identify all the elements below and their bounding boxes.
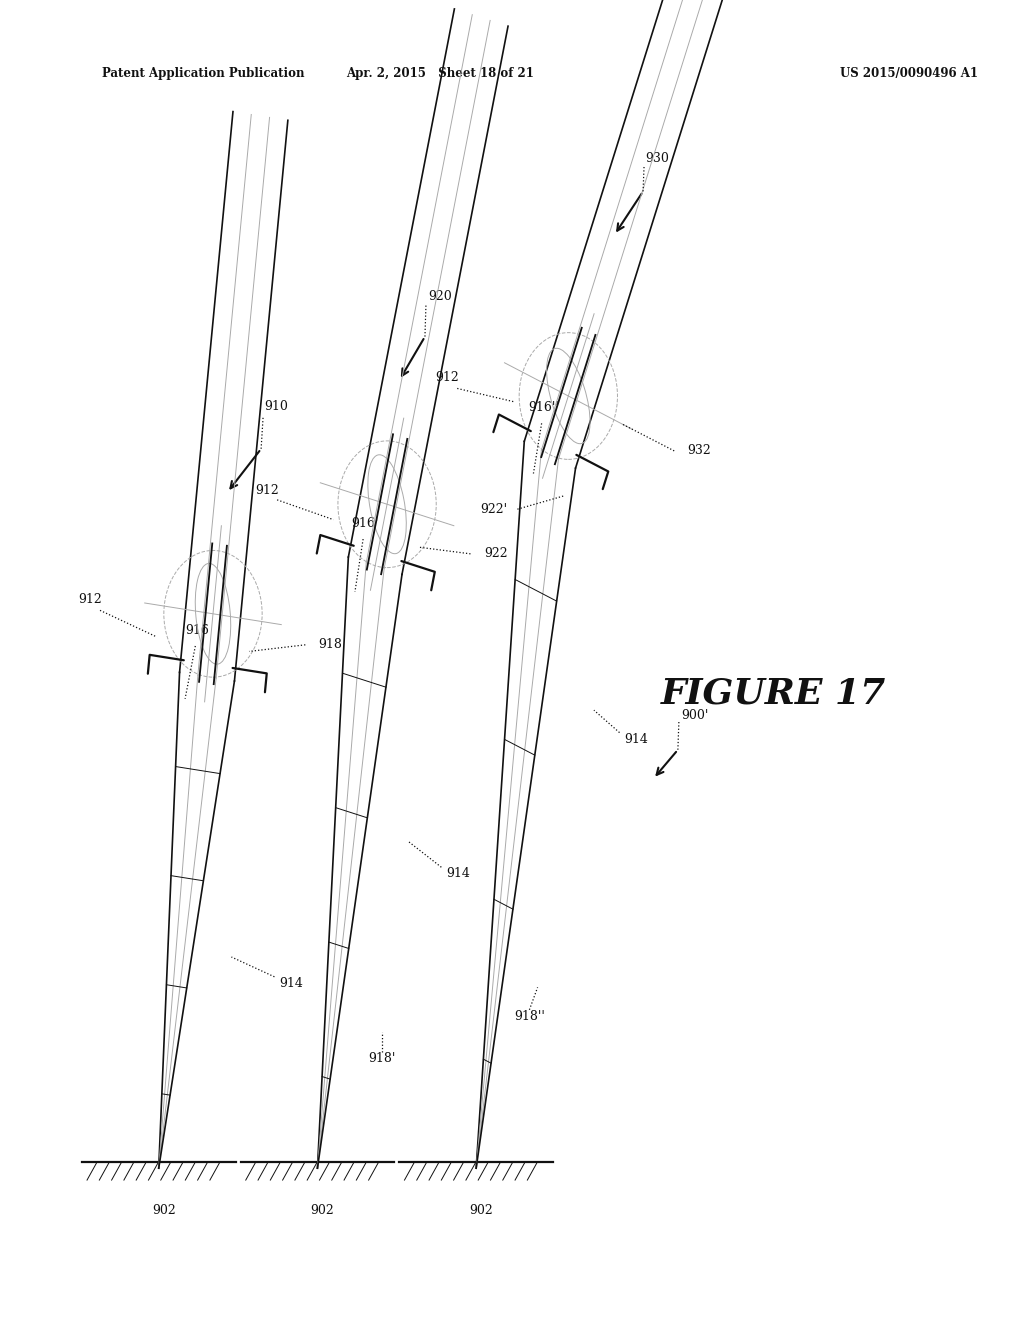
Text: 902: 902 xyxy=(152,1204,176,1217)
Text: Apr. 2, 2015   Sheet 18 of 21: Apr. 2, 2015 Sheet 18 of 21 xyxy=(346,67,535,81)
Text: 916: 916 xyxy=(185,623,209,636)
Text: 902: 902 xyxy=(310,1204,335,1217)
Text: 916'': 916'' xyxy=(528,401,559,414)
Text: FIGURE 17: FIGURE 17 xyxy=(660,676,886,710)
Text: 918': 918' xyxy=(369,1052,395,1065)
Text: 918: 918 xyxy=(318,639,343,651)
Text: 912: 912 xyxy=(435,371,459,384)
Text: 902: 902 xyxy=(469,1204,494,1217)
Text: 932: 932 xyxy=(687,445,712,458)
Text: 912: 912 xyxy=(255,484,279,498)
Text: 910: 910 xyxy=(264,400,288,413)
Text: 918'': 918'' xyxy=(514,1010,545,1023)
Text: 922': 922' xyxy=(480,503,507,516)
Text: 922: 922 xyxy=(483,548,508,561)
Text: 900': 900' xyxy=(681,709,709,722)
Text: US 2015/0090496 A1: US 2015/0090496 A1 xyxy=(840,67,978,81)
Text: 914: 914 xyxy=(625,733,648,746)
Text: Patent Application Publication: Patent Application Publication xyxy=(102,67,305,81)
Text: 920: 920 xyxy=(428,290,452,304)
Text: 916': 916' xyxy=(351,516,379,529)
Text: 914: 914 xyxy=(280,977,303,990)
Text: 914: 914 xyxy=(446,867,470,880)
Text: 912: 912 xyxy=(78,593,101,606)
Text: 930: 930 xyxy=(645,152,669,165)
